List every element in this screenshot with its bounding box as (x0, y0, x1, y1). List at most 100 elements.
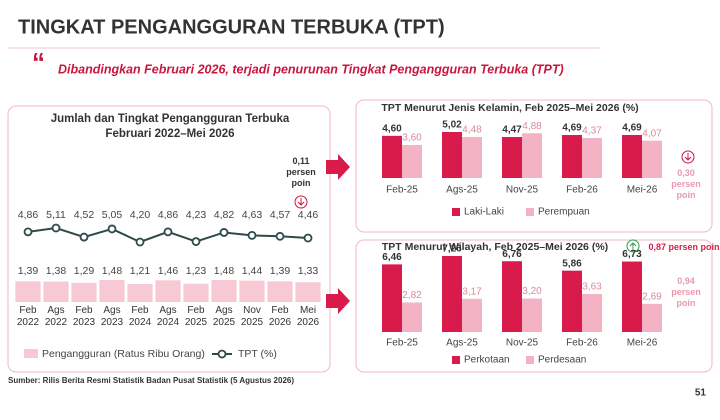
data-label: 1,29 (74, 265, 95, 277)
bar (183, 283, 209, 302)
data-label: 4,46 (298, 209, 319, 221)
legend-swatch (452, 356, 460, 364)
data-label: 1,48 (214, 265, 235, 277)
x-tick-label: Feb 2025 (184, 305, 208, 328)
annotation: 0,30 persen poin (671, 168, 701, 200)
marker (107, 224, 117, 234)
data-label: 4,60 (382, 123, 402, 134)
left-panel (7, 105, 331, 373)
source: Sumber: Rilis Berita Resmi Statistik Bad… (8, 376, 294, 385)
data-label: 1,21 (130, 265, 151, 277)
bar (99, 280, 125, 302)
x-tick-label: Ags-25 (446, 185, 478, 196)
arrow (326, 154, 350, 180)
marker (247, 230, 257, 240)
bar (622, 261, 642, 332)
quote-mark: “ (32, 47, 45, 77)
data-label: 6,46 (382, 252, 402, 263)
legend-label: Perkotaan (464, 355, 510, 366)
bar (582, 137, 602, 178)
data-label: 4,23 (186, 209, 207, 221)
annotation: 0,87 persen poin (648, 242, 720, 252)
data-label: 4,37 (582, 126, 602, 137)
arrow (326, 288, 350, 314)
data-label: 7,26 (442, 244, 462, 255)
bar (502, 137, 522, 178)
data-label: 4,52 (74, 209, 95, 221)
subtitle: Dibandingkan Februari 2026, terjadi penu… (58, 62, 564, 76)
bar (642, 303, 662, 332)
data-label: 4,48 (462, 125, 482, 136)
x-tick-label: Feb-26 (566, 338, 598, 349)
x-tick-label: Feb-25 (386, 338, 418, 349)
data-label: 4,20 (130, 209, 151, 221)
x-tick-label: Mei 2026 (296, 305, 320, 328)
bar (562, 270, 582, 332)
bar (462, 298, 482, 332)
legend-swatch (526, 208, 534, 216)
x-tick-label: Feb 2022 (16, 305, 40, 328)
bar (502, 261, 522, 332)
marker (191, 237, 201, 246)
data-label: 3,17 (462, 286, 482, 297)
data-label: 5,86 (562, 258, 582, 269)
data-label: 5,11 (46, 209, 66, 221)
bar (522, 298, 542, 332)
data-label: 6,73 (622, 249, 642, 260)
legend-label: Perempuan (538, 207, 590, 218)
x-tick-label: Ags 2022 (44, 305, 68, 328)
data-label: 4,57 (270, 209, 291, 221)
up-icon (629, 242, 637, 250)
data-label: 4,47 (502, 125, 522, 136)
data-label: 3,20 (522, 286, 542, 297)
bar (462, 136, 482, 178)
data-label: 6,76 (502, 249, 522, 260)
bar (211, 280, 237, 302)
x-tick-label: Nov 2025 (240, 305, 264, 328)
marker (275, 231, 285, 241)
x-tick-label: Nov-25 (506, 185, 539, 196)
chart-title: TPT Menurut Wilayah, Feb 2025–Mei 2026 (… (382, 241, 608, 253)
data-label: 3,60 (402, 133, 422, 144)
marker (135, 237, 145, 247)
chart-title: TPT Menurut Jenis Kelamin, Feb 2025–Mei … (381, 102, 638, 114)
marker (303, 233, 313, 243)
x-tick-label: Feb 2023 (72, 305, 96, 328)
data-label: 1,44 (242, 265, 263, 277)
x-tick-label: Feb 2024 (128, 305, 152, 328)
x-tick-label: Ags 2025 (212, 305, 236, 328)
down-icon (681, 150, 695, 164)
bar (15, 281, 41, 302)
x-tick-label: Feb-26 (566, 185, 598, 196)
x-tick-label: Feb 2026 (268, 305, 292, 328)
data-label: 1,39 (18, 265, 39, 277)
up-icon (626, 239, 640, 253)
bar (71, 282, 97, 302)
legend-swatch (24, 349, 38, 358)
bar (43, 281, 69, 302)
bar (127, 284, 153, 302)
data-label: 4,86 (18, 209, 39, 221)
bar (382, 135, 402, 178)
data-label: 4,88 (522, 121, 542, 132)
data-label: 4,69 (622, 123, 642, 134)
bar (642, 140, 662, 178)
data-label: 5,02 (442, 120, 462, 131)
data-label: 1,38 (46, 265, 67, 277)
legend-marker (217, 349, 227, 359)
legend-label: TPT (%) (238, 348, 277, 360)
data-label: 1,39 (270, 265, 291, 277)
bar (295, 282, 321, 302)
bar (442, 132, 462, 178)
legend-swatch (526, 356, 534, 364)
data-label: 4,69 (562, 123, 582, 134)
down-icon (294, 195, 308, 209)
legend-label: Pengangguran (Ratus Ribu Orang) (42, 348, 205, 360)
down-icon (684, 153, 692, 161)
x-tick-label: Ags 2023 (100, 305, 124, 328)
data-label: 5,05 (102, 209, 123, 221)
marker (79, 232, 89, 242)
x-tick-label: Ags-25 (446, 338, 478, 349)
data-label: 2,82 (402, 290, 422, 301)
